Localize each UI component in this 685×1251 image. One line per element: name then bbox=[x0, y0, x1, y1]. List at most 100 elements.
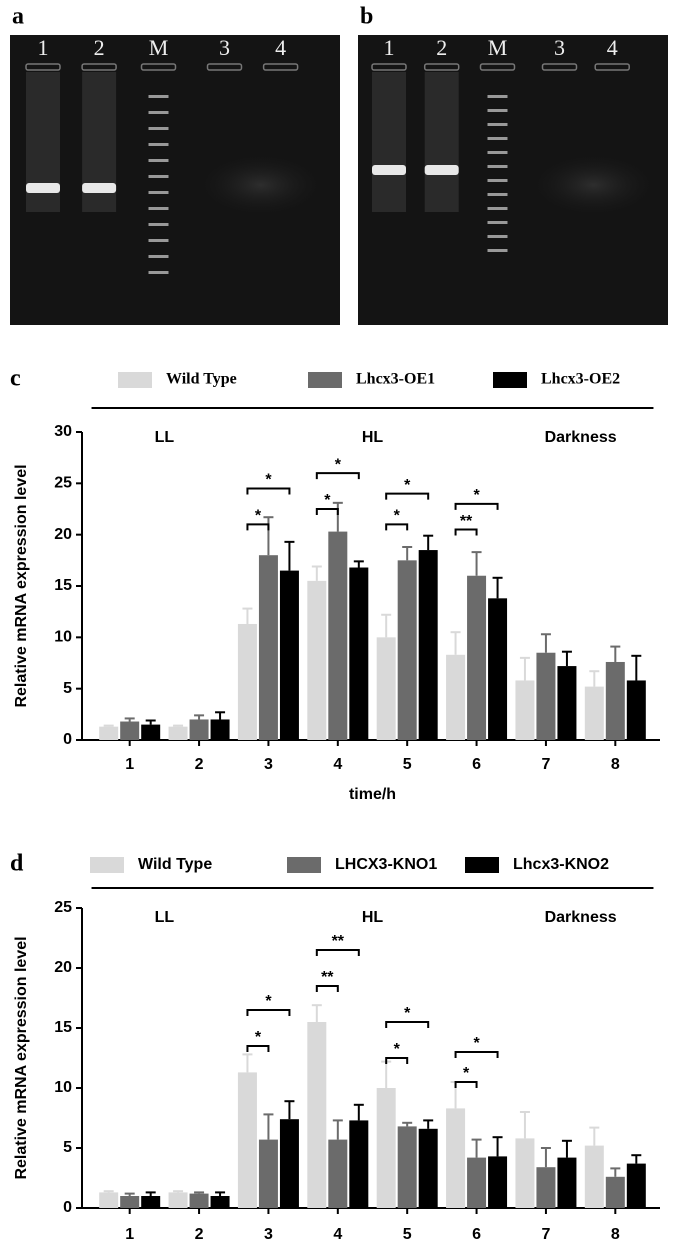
group-label: Darkness bbox=[545, 909, 617, 926]
well bbox=[206, 63, 243, 71]
significance-bracket bbox=[246, 1009, 291, 1016]
legend-label: Lhcx3-OE2 bbox=[541, 371, 620, 388]
bar bbox=[141, 1196, 161, 1208]
ladder-band bbox=[148, 223, 169, 226]
bar bbox=[557, 666, 577, 740]
lane-smear bbox=[372, 72, 406, 212]
significance-bracket bbox=[385, 1057, 409, 1064]
bar bbox=[189, 1193, 209, 1208]
bar bbox=[418, 550, 438, 740]
legend-swatch bbox=[465, 857, 499, 873]
bar bbox=[446, 1108, 466, 1208]
significance-bracket bbox=[454, 528, 478, 536]
significance-label: * bbox=[265, 472, 272, 489]
ladder-band bbox=[148, 159, 169, 162]
y-axis-label: Relative mRNA expression level bbox=[13, 936, 30, 1179]
bar bbox=[168, 1192, 188, 1208]
significance-bracket bbox=[454, 1051, 499, 1058]
bar bbox=[141, 724, 161, 740]
bar bbox=[328, 531, 348, 740]
legend-label: Wild Type bbox=[138, 856, 212, 873]
significance-label: ** bbox=[460, 513, 473, 530]
y-tick-label: 5 bbox=[63, 680, 72, 697]
panel-label: d bbox=[10, 851, 24, 877]
y-tick-label: 20 bbox=[54, 959, 72, 976]
well bbox=[594, 63, 630, 71]
panel-label: b bbox=[360, 4, 373, 30]
ladder-band bbox=[487, 123, 508, 126]
bar bbox=[536, 652, 556, 740]
ladder-band bbox=[148, 95, 169, 98]
legend-label: Lhcx3-KNO2 bbox=[513, 856, 609, 873]
ladder-band bbox=[487, 151, 508, 154]
well bbox=[541, 63, 578, 71]
significance-label: * bbox=[394, 508, 401, 525]
bar bbox=[584, 686, 604, 740]
significance-label: ** bbox=[321, 969, 334, 986]
ladder-band bbox=[148, 239, 169, 242]
bar bbox=[99, 726, 119, 740]
significance-label: * bbox=[473, 487, 480, 504]
group-label: HL bbox=[362, 429, 384, 446]
x-tick-label: 7 bbox=[541, 756, 550, 773]
y-tick-label: 5 bbox=[63, 1139, 72, 1156]
x-tick-label: 1 bbox=[125, 1226, 134, 1243]
legend-swatch bbox=[308, 372, 342, 388]
x-tick-label: 2 bbox=[195, 1226, 204, 1243]
y-tick-label: 25 bbox=[54, 899, 72, 916]
bar bbox=[536, 1167, 556, 1208]
significance-bracket bbox=[315, 949, 360, 956]
y-axis-label: Relative mRNA expression level bbox=[13, 464, 30, 707]
bar bbox=[467, 575, 487, 740]
ladder-band bbox=[487, 179, 508, 182]
band bbox=[82, 183, 117, 193]
band bbox=[26, 183, 60, 193]
x-tick-label: 1 bbox=[125, 756, 134, 773]
bar bbox=[99, 1192, 119, 1208]
y-tick-label: 10 bbox=[54, 629, 72, 646]
lane-label: 1 bbox=[38, 35, 49, 60]
well bbox=[371, 63, 407, 71]
significance-label: * bbox=[404, 477, 411, 494]
significance-label: * bbox=[324, 492, 331, 509]
bar bbox=[258, 1139, 278, 1208]
ladder-band bbox=[148, 143, 169, 146]
lane-label: 3 bbox=[554, 35, 565, 60]
bar bbox=[237, 623, 257, 740]
lane-label: M bbox=[488, 35, 508, 60]
x-tick-label: 5 bbox=[403, 756, 412, 773]
legend-swatch bbox=[287, 857, 321, 873]
band bbox=[372, 165, 406, 175]
bar bbox=[488, 598, 508, 740]
significance-bracket bbox=[315, 508, 339, 515]
y-tick-label: 20 bbox=[54, 526, 72, 543]
gel-smear bbox=[200, 155, 321, 215]
group-label: LL bbox=[155, 909, 175, 926]
bar bbox=[120, 721, 140, 740]
bar bbox=[307, 1022, 327, 1208]
ladder-band bbox=[487, 137, 508, 140]
ladder-band bbox=[148, 271, 169, 274]
bar bbox=[584, 1145, 604, 1208]
bar bbox=[446, 654, 466, 740]
significance-bracket bbox=[385, 523, 409, 531]
significance-label: * bbox=[255, 508, 262, 525]
lane-label: 1 bbox=[384, 35, 395, 60]
bar bbox=[418, 1128, 438, 1208]
bar bbox=[467, 1157, 487, 1208]
y-tick-label: 25 bbox=[54, 475, 72, 492]
group-label: LL bbox=[155, 429, 175, 446]
ladder-band bbox=[148, 111, 169, 114]
x-tick-label: 3 bbox=[264, 1226, 273, 1243]
lane-label: 4 bbox=[275, 35, 286, 60]
significance-label: * bbox=[265, 993, 272, 1010]
bar bbox=[605, 661, 625, 740]
ladder-band bbox=[487, 95, 508, 98]
significance-bracket bbox=[315, 472, 360, 480]
x-tick-label: 3 bbox=[264, 756, 273, 773]
lane-label: 3 bbox=[219, 35, 230, 60]
bar bbox=[605, 1176, 625, 1208]
y-tick-label: 15 bbox=[54, 577, 72, 594]
bar bbox=[488, 1156, 508, 1208]
